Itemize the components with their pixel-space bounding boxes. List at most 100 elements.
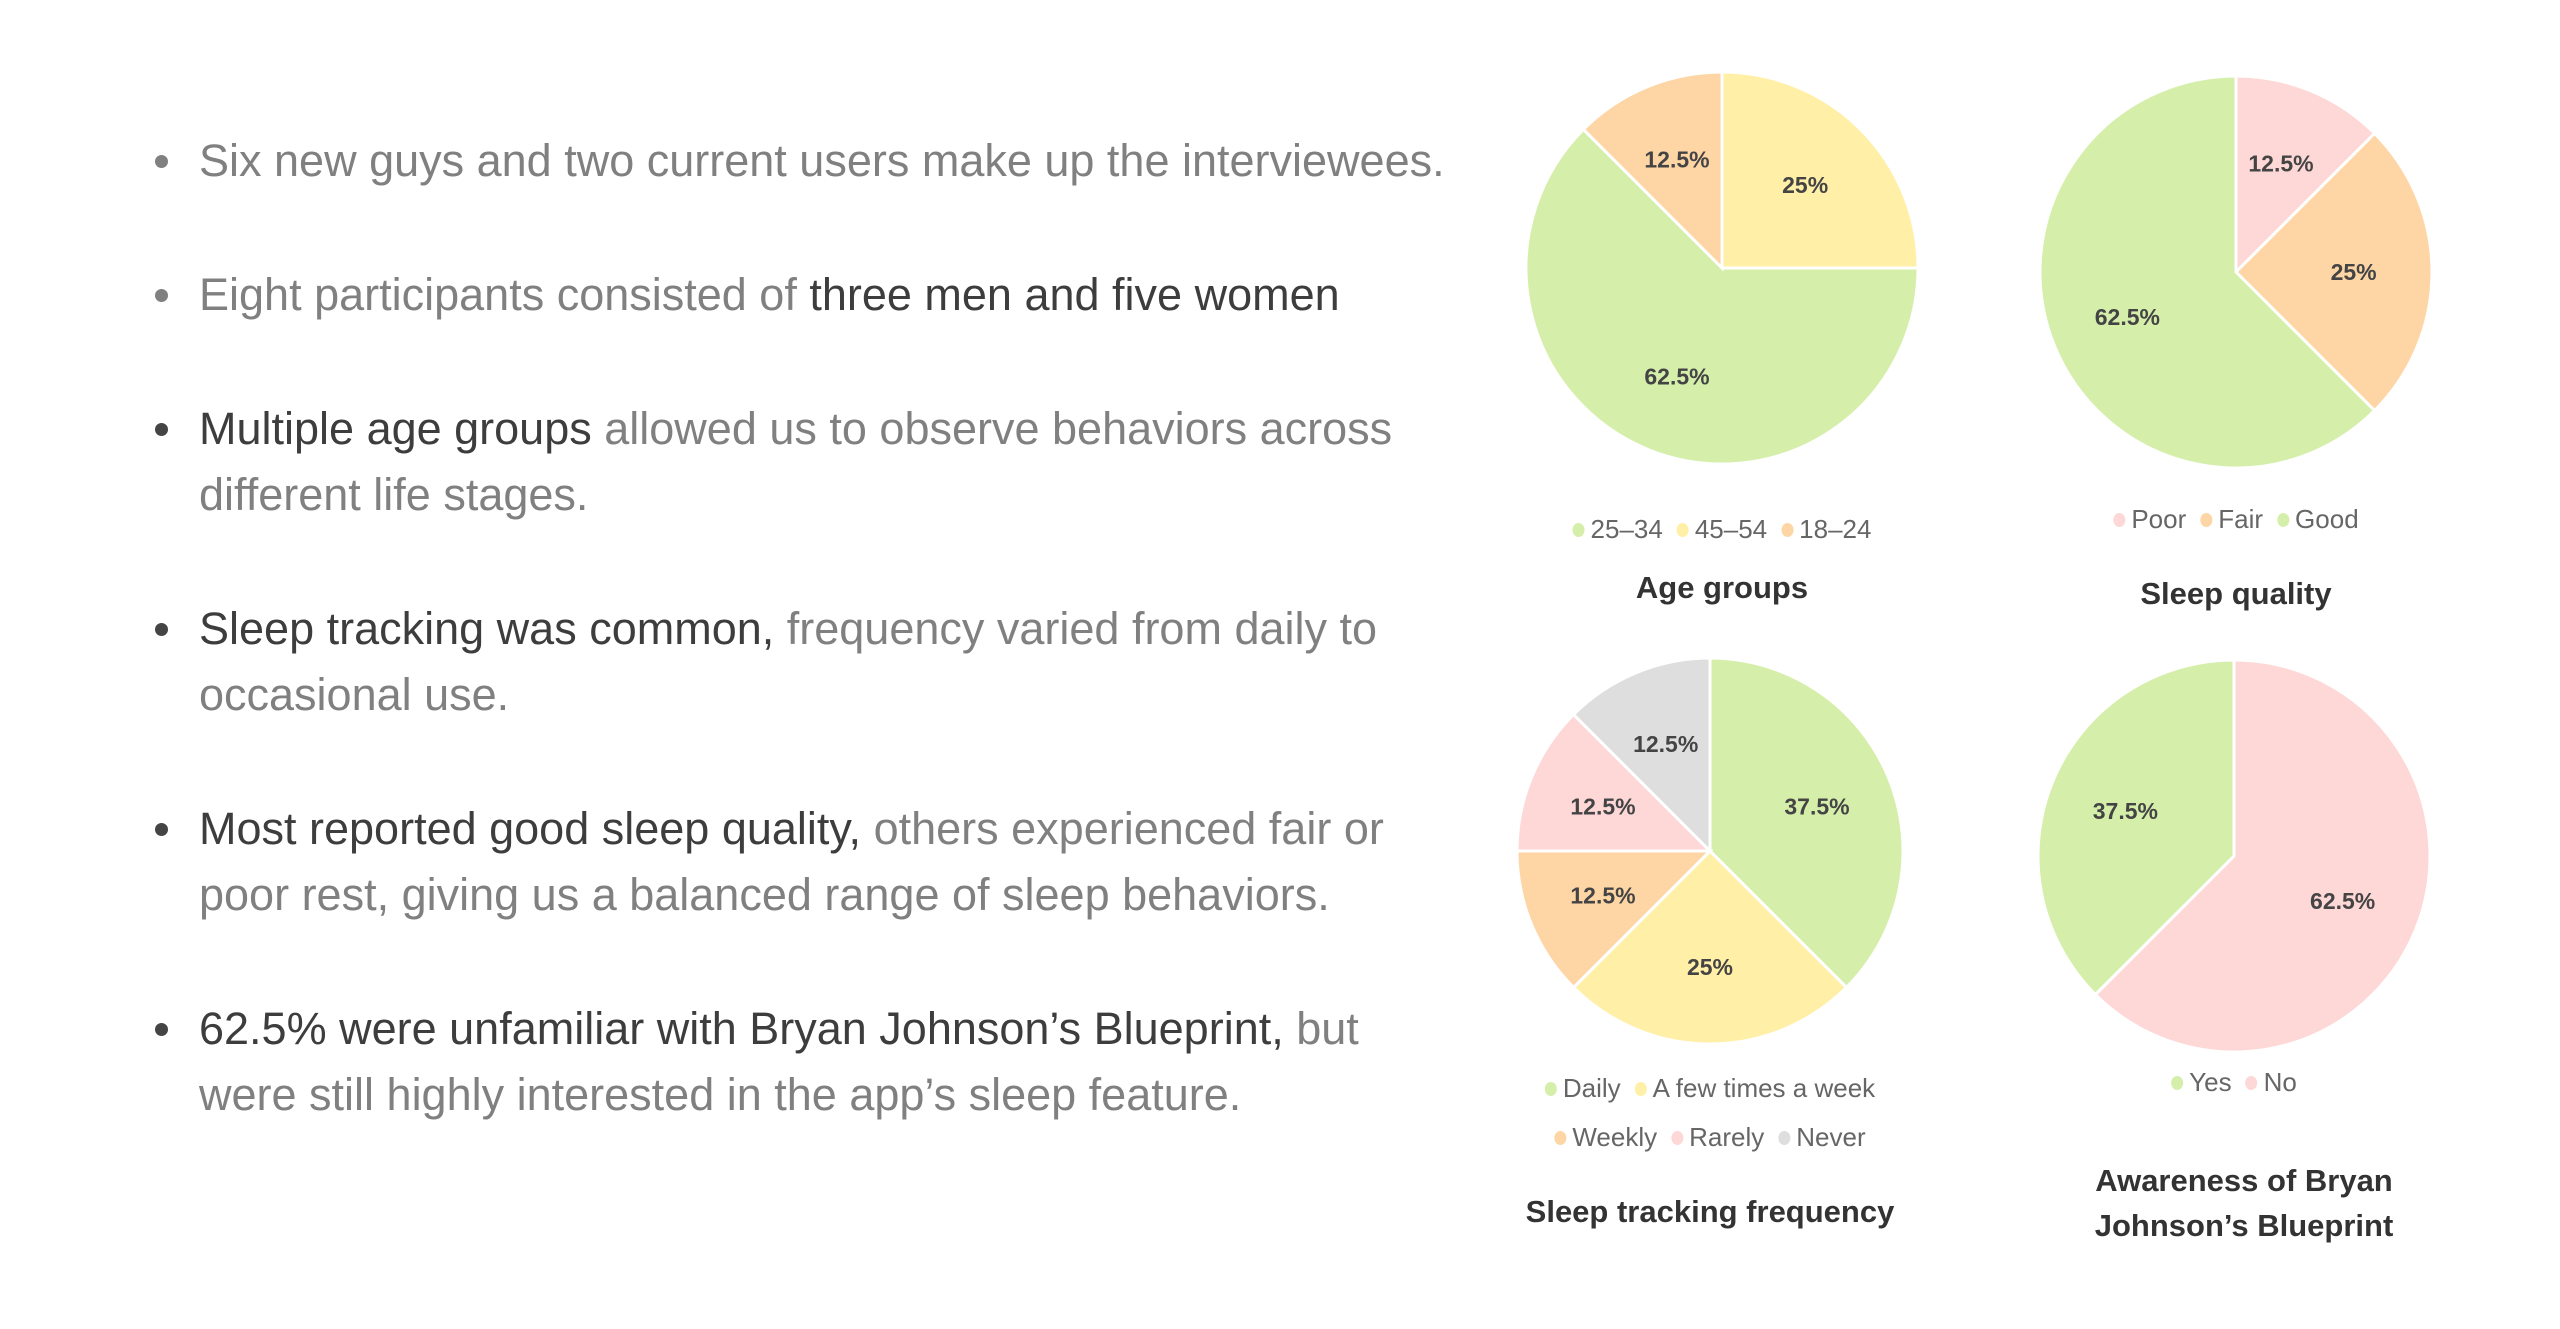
finding-item: Most reported good sleep quality, others… (150, 796, 1450, 928)
legend-item: A few times a week (1634, 1073, 1876, 1104)
finding-text: Six new guys and two current users make … (199, 135, 1445, 186)
bullet-dot-icon (155, 1023, 168, 1036)
legend-label: 45–54 (1694, 514, 1768, 544)
finding-item: Six new guys and two current users make … (150, 128, 1450, 194)
legend-swatch-icon (1554, 1130, 1567, 1145)
pie-slice-label: 37.5% (2093, 798, 2158, 824)
chart-legend: 25–34 45–54 18–24 (1572, 514, 1871, 545)
chart-legend: Weekly Rarely Never (1554, 1122, 1866, 1153)
legend-swatch-icon (2113, 512, 2126, 527)
finding-emphasis: 62.5% were unfamiliar with Bryan Johnson… (199, 1003, 1284, 1054)
pie-slice-no (2093, 658, 2432, 1054)
bullet-dot-icon (155, 623, 168, 636)
chart-legend: Poor Fair Good (2113, 504, 2359, 535)
legend-label: 18–24 (1799, 514, 1872, 544)
legend-item: Yes (2171, 1067, 2232, 1098)
pie-slice-label: 25% (1687, 954, 1733, 980)
legend-swatch-icon (2200, 512, 2213, 527)
legend-label: Weekly (1572, 1122, 1658, 1152)
finding-item: Eight participants consisted of three me… (150, 262, 1450, 328)
pie-slice-45-54 (1720, 70, 1920, 270)
legend-item: 18–24 (1781, 514, 1871, 545)
bullet-dot-icon (155, 423, 168, 436)
legend-item: Fair (2200, 504, 2263, 535)
pie-slice-good (2038, 74, 2377, 470)
finding-text: others experienced fair or poor rest, gi… (199, 803, 1384, 920)
pie-slice-fair (2233, 131, 2434, 413)
legend-swatch-icon (1634, 1081, 1647, 1096)
pie-slice-daily (1708, 656, 1905, 990)
legend-label: 25–34 (1590, 514, 1663, 544)
legend-swatch-icon (2171, 1075, 2184, 1090)
finding-item: 62.5% were unfamiliar with Bryan Johnson… (150, 996, 1450, 1128)
legend-label: Good (2295, 504, 2359, 534)
legend-swatch-icon (1778, 1130, 1791, 1145)
finding-emphasis: Sleep tracking was common, (199, 603, 775, 654)
finding-text: Eight participants consisted of (199, 269, 810, 320)
pie-slice-poor (2234, 74, 2377, 276)
legend-item: 25–34 (1572, 514, 1663, 545)
pie-slice-label: 62.5% (1644, 364, 1709, 390)
pie-slice-label: 37.5% (1784, 794, 1849, 820)
chart-title: Awareness of Bryan (2095, 1163, 2393, 1198)
legend-label: Never (1796, 1122, 1866, 1152)
finding-emphasis: Multiple age groups (199, 403, 592, 454)
pie-slice-label: 12.5% (1570, 794, 1635, 820)
finding-text: but were still highly interested in the … (199, 1003, 1359, 1120)
legend-swatch-icon (2245, 1075, 2258, 1090)
bullet-dot-icon (155, 823, 168, 836)
pie-slice-label: 12.5% (2248, 150, 2313, 176)
chart-title: Sleep tracking frequency (1525, 1194, 1895, 1229)
chart-title: Johnson’s Blueprint (2094, 1208, 2394, 1243)
legend-item: Good (2277, 504, 2359, 535)
legend-label: Rarely (1689, 1122, 1765, 1152)
pie-slice-25-34 (1524, 127, 1920, 466)
pie-slice-label: 62.5% (2095, 304, 2160, 330)
finding-text: frequency varied from daily to occasiona… (199, 603, 1378, 720)
pie-slice-yes (2036, 658, 2236, 997)
chart-legend: Daily A few times a week (1544, 1073, 1876, 1104)
bullet-dot-icon (155, 155, 168, 168)
legend-swatch-icon (1671, 1130, 1684, 1145)
pie-slice-label: 25% (1782, 172, 1828, 198)
pie-slice-rarely (1515, 712, 1714, 853)
legend-swatch-icon (2277, 512, 2290, 527)
legend-label: Yes (2189, 1067, 2232, 1097)
pie-slice-label: 62.5% (2310, 888, 2375, 914)
pie-slice-18-24 (1581, 70, 1724, 272)
pie-slice-label: 12.5% (1633, 731, 1698, 757)
pie-slice-never (1571, 656, 1712, 855)
legend-label: Daily (1562, 1073, 1621, 1103)
findings-list: Six new guys and two current users make … (150, 128, 1450, 1196)
legend-item: 45–54 (1676, 514, 1768, 545)
finding-emphasis: Most reported good sleep quality, (199, 803, 862, 854)
legend-swatch-icon (1544, 1081, 1557, 1096)
finding-emphasis: three men and five women (809, 269, 1340, 320)
pie-slice-a-few-times-a-week (1571, 848, 1849, 1046)
finding-item: Multiple age groups allowed us to observ… (150, 396, 1450, 528)
legend-swatch-icon (1572, 522, 1585, 537)
legend-label: Fair (2218, 504, 2264, 534)
legend-swatch-icon (1676, 522, 1689, 537)
pie-slice-weekly (1515, 849, 1714, 990)
legend-item: Never (1778, 1122, 1866, 1153)
bullet-dot-icon (155, 289, 168, 302)
legend-swatch-icon (1781, 522, 1794, 537)
legend-item: No (2245, 1067, 2297, 1098)
legend-label: Poor (2131, 504, 2187, 534)
pie-slice-label: 25% (2331, 259, 2377, 285)
chart-legend: Yes No (2171, 1067, 2297, 1098)
chart-title: Age groups (1635, 570, 1809, 605)
legend-item: Poor (2113, 504, 2186, 535)
legend-item: Daily (1544, 1073, 1621, 1104)
pie-slice-label: 12.5% (1644, 146, 1709, 172)
legend-label: A few times a week (1652, 1073, 1876, 1103)
legend-label: No (2263, 1067, 2297, 1097)
finding-item: Sleep tracking was common, frequency var… (150, 596, 1450, 728)
finding-text: allowed us to observe behaviors across d… (199, 403, 1393, 520)
legend-item: Weekly (1554, 1122, 1657, 1153)
